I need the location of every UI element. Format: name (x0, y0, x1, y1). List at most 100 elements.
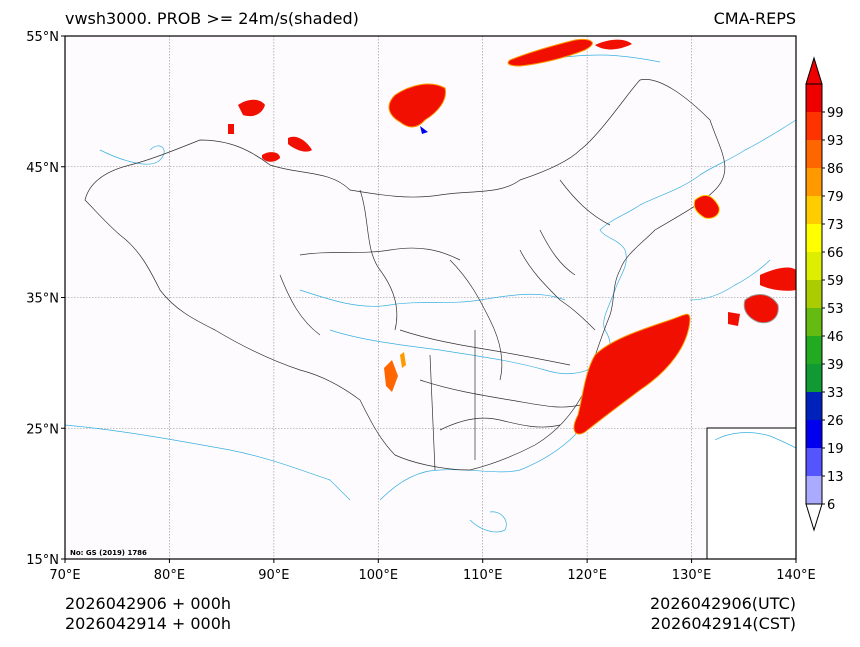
valid-time-utc: 2026042906(UTC) (650, 594, 796, 613)
province-border-10 (539, 229, 576, 276)
province-border-7 (439, 417, 561, 431)
province-border-4 (519, 249, 596, 331)
province-border-5 (399, 329, 571, 366)
colorbar-segment (806, 140, 822, 168)
init-time-cst: 2026042914 + 000h (65, 614, 232, 633)
lon-tick-label: 70°E (49, 568, 80, 583)
coast-korea-russia (699, 119, 797, 176)
coastline-arabian (64, 424, 351, 501)
shade-korea (693, 194, 720, 219)
colorbar-segment (806, 448, 822, 476)
colorbar-segment (806, 224, 822, 252)
river-yangtze (329, 329, 606, 374)
colorbar-extend-max (805, 56, 823, 85)
lon-tick-label: 80°E (154, 568, 185, 583)
prob-shading (228, 39, 796, 435)
colorbar-segment (806, 112, 822, 140)
river-yellow (299, 289, 566, 307)
south-china-sea-inset (706, 427, 797, 560)
colorbar-label: 73 (827, 218, 844, 233)
coast-hainan (469, 511, 507, 533)
lat-tick-label: 35°N (26, 292, 59, 307)
longitude-ticks: 70°E 80°E 90°E 100°E 110°E 120°E 130°E 140°E (49, 559, 816, 583)
lon-tick-label: 100°E (359, 568, 399, 583)
colorbar-segment (806, 336, 822, 364)
borders (84, 79, 726, 471)
province-border-11 (559, 179, 611, 226)
colorbar-label: 66 (827, 246, 844, 261)
shade-yunnan (384, 360, 398, 392)
coast-balkhash (99, 145, 165, 165)
colorbar-label: 59 (827, 274, 844, 289)
footer-left: 2026042906 + 000h 2026042914 + 000h (65, 594, 231, 634)
lat-tick-label: 55°N (26, 30, 59, 45)
lon-tick-label: 140°E (776, 568, 816, 583)
province-border-6 (419, 379, 581, 408)
shade-ne-small (595, 39, 632, 50)
colorbar-segment (806, 476, 822, 504)
colorbar-segment (806, 84, 822, 112)
gridlines (65, 36, 796, 559)
inset-coast (714, 432, 797, 449)
colorbar-extend-min (805, 503, 823, 532)
province-border-1 (299, 247, 461, 261)
colorbar-segment (806, 196, 822, 224)
colorbar-segment (806, 420, 822, 448)
colorbar-segment (806, 392, 822, 420)
lat-tick-label: 45°N (26, 161, 59, 176)
colorbar-label: 19 (827, 442, 844, 457)
china-outline (84, 79, 726, 471)
province-border-12 (279, 274, 321, 336)
province-border-9 (429, 354, 436, 471)
coast-japan (689, 259, 771, 301)
province-border-3 (449, 259, 503, 381)
colorbar-frame (805, 83, 823, 505)
lon-tick-label: 120°E (567, 568, 607, 583)
province-border-2 (359, 189, 398, 331)
colorbar: 6 13 19 26 33 39 46 53 59 66 73 79 86 93 99 (805, 56, 844, 532)
latitude-ticks: 15°N 25°N 35°N 45°N 55°N (26, 30, 65, 568)
lat-tick-label: 25°N (26, 422, 59, 437)
colorbar-label: 39 (827, 358, 844, 373)
colorbar-label: 93 (827, 134, 844, 149)
model-name: CMA-REPS (713, 9, 796, 28)
approval-note: No: GS (2019) 1786 (70, 549, 147, 557)
shade-japan-2 (760, 267, 796, 291)
shade-kazakh-2 (262, 152, 280, 162)
shade-yunnan-2 (400, 352, 406, 368)
shade-baikal-region (507, 39, 593, 67)
colorbar-label: 86 (827, 162, 844, 177)
colorbar-label: 6 (827, 498, 835, 513)
colorbar-label: 53 (827, 302, 844, 317)
colorbar-label: 26 (827, 414, 844, 429)
shade-mongolia (388, 83, 447, 128)
shade-kazakh-3 (288, 136, 312, 152)
lon-tick-label: 90°E (258, 568, 289, 583)
colorbar-label: 33 (827, 386, 844, 401)
colorbar-segment (806, 252, 822, 280)
valid-time-cst: 2026042914(CST) (650, 614, 796, 633)
shade-kazakh-1 (238, 99, 265, 117)
coast-bohai (599, 174, 701, 291)
lon-tick-label: 130°E (672, 568, 712, 583)
coast-south-china (379, 434, 576, 501)
colorbar-label: 46 (827, 330, 844, 345)
colorbar-label: 99 (827, 106, 844, 121)
footer-right: 2026042906(UTC) 2026042914(CST) (650, 594, 796, 634)
colorbar-segment (806, 364, 822, 392)
shade-japan-3 (728, 312, 740, 326)
colorbar-label: 79 (827, 190, 844, 205)
colorbar-segment (806, 168, 822, 196)
colorbar-label: 13 (827, 470, 844, 485)
lon-tick-label: 110°E (463, 568, 503, 583)
shade-kazakh-4 (228, 124, 234, 134)
colorbar-segment (806, 308, 822, 336)
shade-japan-1 (743, 294, 779, 324)
lat-tick-label: 15°N (26, 553, 59, 568)
init-time-utc: 2026042906 + 000h (65, 594, 232, 613)
shade-mongolia-blue (420, 126, 428, 134)
colorbar-segment (806, 280, 822, 308)
shade-east-china-sea (573, 313, 691, 435)
chart-title: vwsh3000. PROB >= 24m/s(shaded) (65, 9, 359, 28)
